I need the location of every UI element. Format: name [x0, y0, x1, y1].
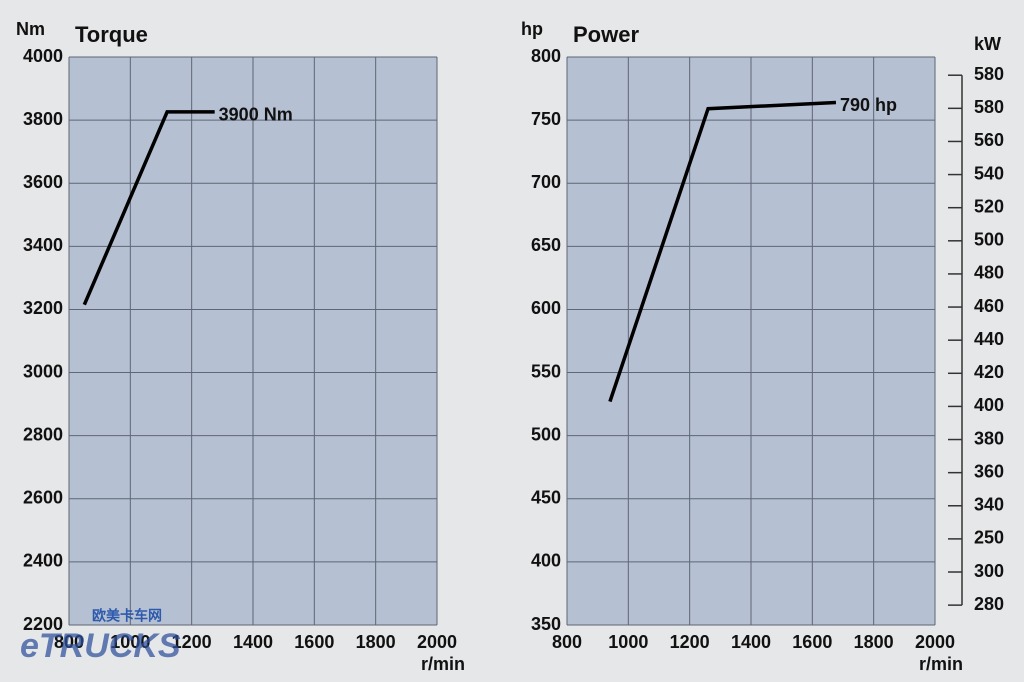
y-tick-label: 2800	[23, 424, 63, 444]
y2-tick-label: 300	[974, 561, 1004, 581]
x-axis-label: r/min	[421, 654, 465, 674]
y2-tick-label: 380	[974, 428, 1004, 448]
y-tick-label: 3800	[23, 109, 63, 129]
y2-tick-label: 340	[974, 495, 1004, 515]
x-tick-label: 1400	[233, 632, 273, 652]
y2-axis-label: kW	[974, 34, 1001, 54]
x-tick-label: 1400	[731, 632, 771, 652]
y-tick-label: 600	[531, 298, 561, 318]
y-tick-label: 550	[531, 361, 561, 381]
line	[82, 110, 215, 306]
y2-tick-label: 250	[974, 528, 1004, 548]
y2-tick-label: 460	[974, 296, 1004, 316]
x-tick-label: 1200	[172, 632, 212, 652]
watermark-logo: eTRUCKS	[20, 627, 181, 665]
y-tick-label: 800	[531, 46, 561, 66]
y-tick-label: 3200	[23, 298, 63, 318]
chart-title: Power	[573, 22, 639, 47]
y-tick-label: 4000	[23, 46, 63, 66]
y2-tick-label: 440	[974, 329, 1004, 349]
y2-tick-label: 520	[974, 196, 1004, 216]
y2-tick-label: 480	[974, 263, 1004, 283]
y2-tick-label: 580	[974, 97, 1004, 117]
y-tick-label: 2200	[23, 614, 63, 634]
x-tick-label: 1600	[792, 632, 832, 652]
x-tick-label: 1800	[854, 632, 894, 652]
x-tick-label: 1200	[670, 632, 710, 652]
annotation: 790 hp	[840, 95, 897, 115]
y-tick-label: 2600	[23, 488, 63, 508]
y-axis-label: Nm	[16, 19, 45, 39]
y-tick-label: 3000	[23, 361, 63, 381]
y-tick-label: 400	[531, 551, 561, 571]
x-axis-label: r/min	[919, 654, 963, 674]
y-tick-label: 3400	[23, 235, 63, 255]
y-tick-label: 2400	[23, 551, 63, 571]
x-tick-label: 1000	[110, 632, 150, 652]
x-tick-label: 2000	[915, 632, 955, 652]
x-tick-label: 800	[552, 632, 582, 652]
y2-tick-label: 560	[974, 130, 1004, 150]
y2-tick-label: 280	[974, 594, 1004, 614]
y2-tick-label: 420	[974, 362, 1004, 382]
y-tick-label: 350	[531, 614, 561, 634]
y-tick-label: 650	[531, 235, 561, 255]
y2-tick-label: 580	[974, 64, 1004, 84]
y-tick-label: 700	[531, 172, 561, 192]
x-tick-label: 1600	[294, 632, 334, 652]
y-axis-label: hp	[521, 19, 543, 39]
x-tick-label: 1000	[608, 632, 648, 652]
y2-tick-label: 360	[974, 461, 1004, 481]
watermark-site: 欧美卡车网	[92, 608, 162, 624]
y-tick-label: 3600	[23, 172, 63, 192]
chart-title: Torque	[75, 22, 148, 47]
y2-tick-label: 400	[974, 395, 1004, 415]
y2-tick-label: 500	[974, 230, 1004, 250]
line	[608, 100, 837, 403]
y-tick-label: 750	[531, 109, 561, 129]
annotation: 3900 Nm	[219, 105, 293, 125]
y-tick-label: 450	[531, 488, 561, 508]
y-tick-label: 500	[531, 424, 561, 444]
watermark: 欧美卡车网 eTRUCKS	[20, 608, 181, 665]
x-tick-label: 2000	[417, 632, 457, 652]
x-tick-label: 800	[54, 632, 84, 652]
y2-tick-label: 540	[974, 163, 1004, 183]
x-tick-label: 1800	[356, 632, 396, 652]
